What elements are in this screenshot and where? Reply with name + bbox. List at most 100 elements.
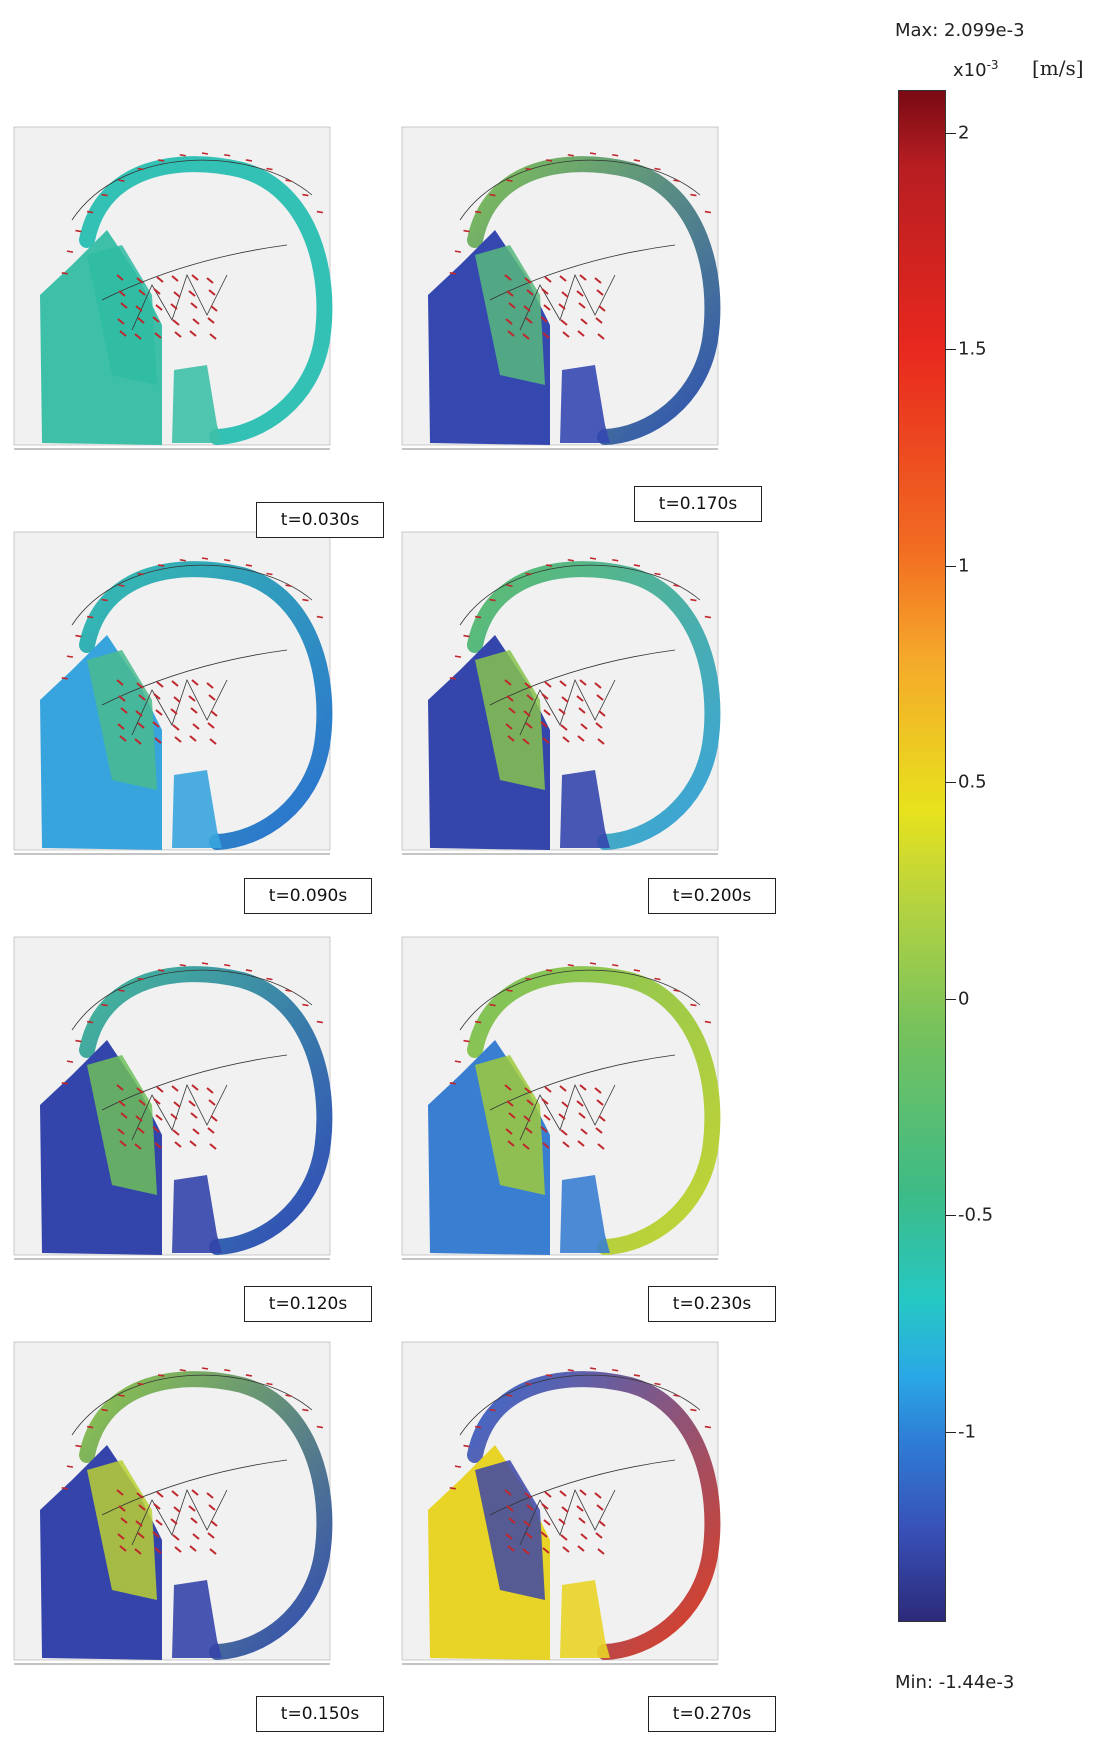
velocity-arrow bbox=[454, 1060, 462, 1063]
velocity-arrow bbox=[524, 277, 532, 284]
velocity-arrow bbox=[172, 1534, 180, 1541]
velocity-arrow bbox=[154, 1547, 162, 1554]
velocity-arrow bbox=[75, 1039, 82, 1043]
velocity-arrow bbox=[118, 989, 125, 992]
velocity-arrow bbox=[463, 1039, 470, 1043]
velocity-arrow bbox=[210, 305, 218, 312]
velocity-arrow bbox=[474, 1425, 482, 1429]
velocity-arrow bbox=[612, 558, 619, 562]
velocity-arrow bbox=[540, 1531, 548, 1538]
velocity-arrow bbox=[285, 179, 292, 182]
velocity-arrow bbox=[580, 1533, 588, 1540]
velocity-arrow bbox=[191, 1084, 199, 1091]
velocity-arrow bbox=[507, 330, 515, 337]
velocity-arrow bbox=[209, 1548, 217, 1555]
velocity-arrow bbox=[576, 1100, 584, 1107]
velocity-arrow bbox=[135, 1520, 143, 1527]
canal-ring bbox=[467, 966, 721, 1255]
velocity-arrow bbox=[578, 302, 586, 309]
velocity-arrow bbox=[171, 1085, 179, 1092]
velocity-arrow bbox=[173, 696, 181, 703]
velocity-arrow bbox=[596, 694, 604, 701]
velocity-arrow bbox=[489, 193, 496, 197]
velocity-arrow bbox=[209, 333, 217, 340]
velocity-arrow bbox=[157, 969, 165, 972]
ampulla-region bbox=[172, 365, 222, 443]
velocity-arrow bbox=[597, 333, 605, 340]
velocity-arrow bbox=[704, 615, 712, 619]
velocity-arrow bbox=[525, 722, 533, 729]
velocity-arrow bbox=[134, 1143, 142, 1150]
time-label: t=0.090s bbox=[244, 878, 372, 914]
colorbar-tick-label: 1 bbox=[958, 555, 970, 577]
velocity-arrow bbox=[170, 1518, 178, 1525]
velocity-arrow bbox=[506, 179, 513, 182]
velocity-arrow bbox=[192, 1533, 200, 1540]
velocity-arrow bbox=[155, 709, 163, 716]
velocity-arrow bbox=[545, 564, 553, 567]
velocity-arrow bbox=[119, 1140, 127, 1147]
velocity-arrow bbox=[525, 317, 533, 324]
velocity-arrow bbox=[449, 676, 456, 680]
velocity-arrow bbox=[560, 1129, 568, 1136]
canal-ring bbox=[79, 156, 333, 445]
velocity-arrow bbox=[119, 1545, 127, 1552]
velocity-field-plot bbox=[401, 126, 721, 450]
time-label: t=0.120s bbox=[244, 1286, 372, 1322]
velocity-arrow bbox=[523, 1520, 531, 1527]
velocity-arrow bbox=[117, 1128, 125, 1135]
velocity-arrow bbox=[508, 1517, 516, 1524]
velocity-arrow bbox=[704, 210, 712, 214]
velocity-arrow bbox=[489, 598, 496, 602]
snapshot-panel-6 bbox=[400, 935, 770, 1305]
velocity-arrow bbox=[172, 1129, 180, 1136]
velocity-arrow bbox=[134, 738, 142, 745]
velocity-field-plot bbox=[13, 126, 333, 450]
velocity-arrow bbox=[101, 1408, 108, 1412]
velocity-arrow bbox=[192, 723, 200, 730]
velocity-arrow bbox=[508, 707, 516, 714]
canal-ring bbox=[79, 966, 333, 1255]
velocity-arrow bbox=[137, 722, 145, 729]
velocity-arrow bbox=[153, 693, 161, 700]
velocity-arrow bbox=[266, 1382, 273, 1386]
ampulla-region bbox=[560, 1175, 610, 1253]
velocity-arrow bbox=[192, 318, 200, 325]
ampulla-region bbox=[560, 770, 610, 848]
velocity-arrow bbox=[156, 681, 164, 688]
velocity-arrow bbox=[507, 1140, 515, 1147]
velocity-arrow bbox=[174, 1141, 182, 1148]
velocity-field-plot bbox=[13, 936, 333, 1260]
velocity-arrow bbox=[174, 331, 182, 338]
velocity-arrow bbox=[137, 572, 144, 576]
velocity-arrow bbox=[118, 290, 126, 297]
velocity-arrow bbox=[137, 167, 144, 171]
velocity-arrow bbox=[302, 1003, 309, 1007]
velocity-arrow bbox=[172, 319, 180, 326]
snapshot-panel-4 bbox=[400, 530, 770, 900]
velocity-arrow bbox=[559, 680, 567, 687]
velocity-arrow bbox=[612, 963, 619, 967]
velocity-arrow bbox=[543, 1114, 551, 1121]
velocity-arrow bbox=[508, 302, 516, 309]
velocity-arrow bbox=[454, 1465, 462, 1468]
velocity-arrow bbox=[504, 274, 512, 281]
velocity-arrow bbox=[101, 598, 108, 602]
velocity-arrow bbox=[690, 598, 697, 602]
velocity-arrow bbox=[463, 229, 470, 233]
velocity-arrow bbox=[559, 1085, 567, 1092]
velocity-arrow bbox=[188, 1100, 196, 1107]
velocity-arrow bbox=[506, 695, 514, 702]
velocity-arrow bbox=[101, 193, 108, 197]
velocity-arrow bbox=[522, 1548, 530, 1555]
velocity-arrow bbox=[188, 290, 196, 297]
velocity-arrow bbox=[75, 229, 82, 233]
velocity-arrow bbox=[201, 152, 209, 155]
velocity-arrow bbox=[157, 159, 165, 162]
velocity-arrow bbox=[207, 722, 215, 729]
velocity-arrow bbox=[118, 1394, 125, 1397]
outline-curve bbox=[71, 1374, 313, 1436]
outline-curve bbox=[71, 969, 313, 1031]
velocity-arrow bbox=[179, 153, 186, 157]
velocity-arrow bbox=[542, 737, 550, 744]
